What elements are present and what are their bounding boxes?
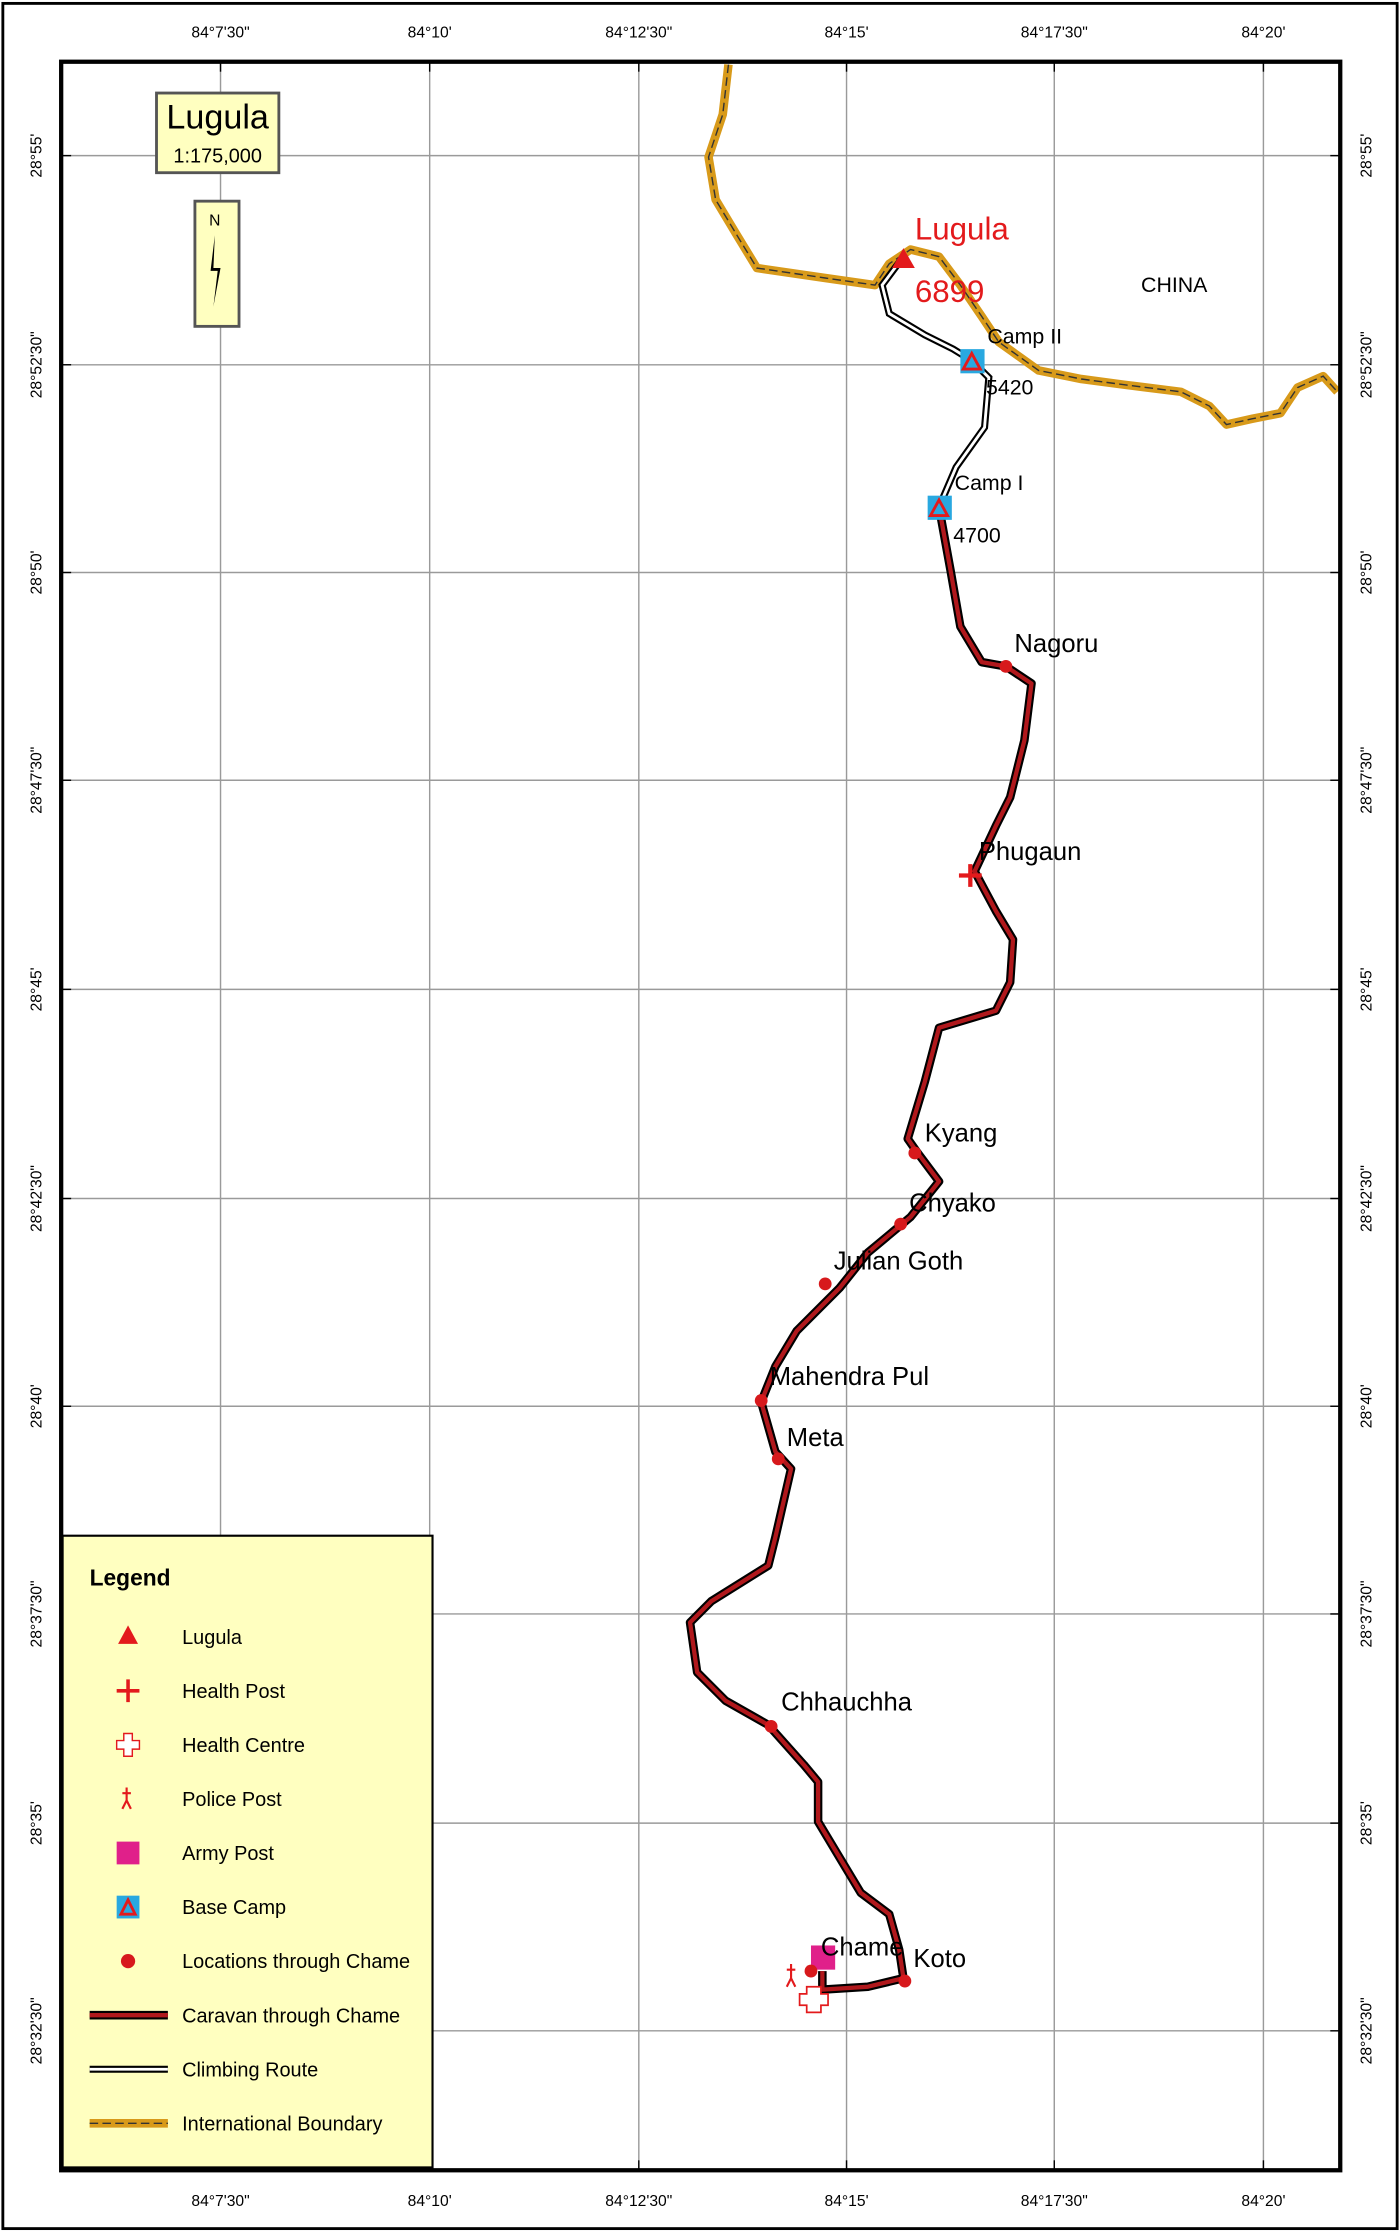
- caravan-route-inner: [687, 506, 1034, 1992]
- longitude-label: 84°20': [1241, 2193, 1285, 2210]
- peak-symbol: [892, 248, 915, 269]
- location-point: [804, 1964, 818, 1978]
- latitude-label: 28°37'30": [28, 1580, 45, 1647]
- latitude-label: 28°45': [28, 967, 45, 1011]
- legend-label: Police Post: [182, 1789, 282, 1811]
- location-point: [764, 1719, 778, 1733]
- peak-elevation: 6899: [915, 274, 985, 309]
- location-point: [898, 1974, 912, 1988]
- legend-items: Lugula Health Post Health Centre Police Pos…: [89, 1625, 410, 2135]
- place-label: Kyang: [925, 1120, 998, 1148]
- health-post-symbol: [958, 864, 982, 887]
- legend-title: Legend: [90, 1565, 171, 1591]
- place-label: Mahendra Pul: [770, 1363, 929, 1391]
- latitude-label: 28°32'30": [28, 1997, 45, 2064]
- longitude-label: 84°12'30": [605, 25, 672, 42]
- legend-label: Climbing Route: [182, 2059, 318, 2081]
- location-point: [908, 1146, 922, 1160]
- legend-symbol: [120, 1954, 136, 1969]
- north-label: N: [209, 212, 220, 229]
- army-post-symbol: [810, 1945, 836, 1970]
- north-arrow: [210, 235, 221, 307]
- latitude-label: 28°52'30": [28, 331, 45, 398]
- camp-elevation: 5420: [986, 376, 1034, 400]
- latitude-label: 28°50': [28, 550, 45, 594]
- latitude-label: 28°40': [1359, 1384, 1376, 1428]
- longitude-label: 84°15': [825, 25, 869, 42]
- places: Nagoru Phugaun Kyang Chyako Julian Goth Mahen…: [754, 630, 1098, 1988]
- latitude-label: 28°40': [28, 1384, 45, 1428]
- peak-name: Lugula: [915, 212, 1010, 247]
- latitude-label: 28°47'30": [28, 747, 45, 814]
- legend-label: Health Post: [182, 1681, 285, 1703]
- camp-elevation: 4700: [953, 524, 1001, 548]
- longitude-label: 84°10': [408, 2193, 452, 2210]
- place-label: Koto: [913, 1945, 966, 1973]
- latitude-label: 28°32'30": [1359, 1997, 1376, 2064]
- legend-symbol: [121, 1787, 132, 1810]
- latitude-label: 28°55': [1359, 134, 1376, 178]
- camp-name: Camp I: [955, 471, 1024, 495]
- latitude-label: 28°52'30": [1359, 331, 1376, 398]
- longitude-label: 84°15': [825, 2193, 869, 2210]
- place-label: Meta: [787, 1424, 845, 1452]
- location-point: [771, 1452, 785, 1466]
- legend-symbol: [118, 1625, 139, 1644]
- map-title: Lugula: [166, 99, 268, 137]
- camp-name: Camp II: [987, 324, 1062, 348]
- latitude-label: 28°35': [28, 1801, 45, 1845]
- location-point: [754, 1394, 768, 1407]
- location-point: [999, 660, 1013, 673]
- longitude-label: 84°7'30": [191, 2193, 249, 2210]
- map-frame: [59, 59, 1343, 2173]
- longitude-label: 84°10': [408, 25, 452, 42]
- legend-label: Army Post: [182, 1843, 274, 1865]
- longitude-label: 84°17'30": [1021, 2193, 1088, 2210]
- legend-symbol: [116, 1679, 140, 1703]
- location-point: [894, 1217, 908, 1231]
- legend-label: Health Centre: [182, 1735, 305, 1757]
- legend-symbol: [115, 1732, 141, 1757]
- longitude-label: 84°12'30": [605, 2193, 672, 2210]
- country-label: CHINA: [1141, 273, 1208, 297]
- location-point: [818, 1277, 832, 1291]
- boundary-center: [707, 64, 1338, 426]
- place-label: Chame: [821, 1933, 904, 1961]
- latitude-label: 28°35': [1359, 1801, 1376, 1845]
- legend-label: Base Camp: [182, 1897, 286, 1919]
- place-label: Phugaun: [979, 838, 1081, 866]
- police-post-symbol: [785, 1963, 797, 1988]
- legend-symbol: [116, 1841, 140, 1865]
- legend-symbol: [118, 1896, 138, 1916]
- latitude-label: 28°50': [1359, 550, 1376, 594]
- map-scale: 1:175,000: [173, 146, 262, 168]
- longitude-label: 84°7'30": [191, 25, 249, 42]
- latitude-label: 28°47'30": [1359, 747, 1376, 814]
- longitude-label: 84°20': [1241, 25, 1285, 42]
- longitude-label: 84°17'30": [1021, 25, 1088, 42]
- legend-label: International Boundary: [182, 2113, 382, 2135]
- place-label: Nagoru: [1014, 630, 1098, 658]
- place-label: Chyako: [909, 1189, 996, 1217]
- place-label: Julian Goth: [834, 1248, 963, 1276]
- base-camp-tent: [928, 496, 950, 518]
- place-label: Chhauchha: [781, 1689, 913, 1717]
- latitude-label: 28°55': [28, 134, 45, 178]
- north-box: [193, 199, 241, 328]
- title-box: [155, 91, 281, 175]
- base-camp-tent: [960, 350, 983, 371]
- legend-label: Caravan through Chame: [182, 2005, 400, 2027]
- latitude-label: 28°45': [1359, 967, 1376, 1011]
- legend-label: Locations through Chame: [182, 1951, 410, 1973]
- latitude-label: 28°42'30": [28, 1165, 45, 1232]
- latitude-label: 28°37'30": [1359, 1580, 1376, 1647]
- health-centre-symbol: [798, 1985, 829, 2014]
- latitude-label: 28°42'30": [1359, 1165, 1376, 1232]
- legend-label: Lugula: [182, 1627, 243, 1649]
